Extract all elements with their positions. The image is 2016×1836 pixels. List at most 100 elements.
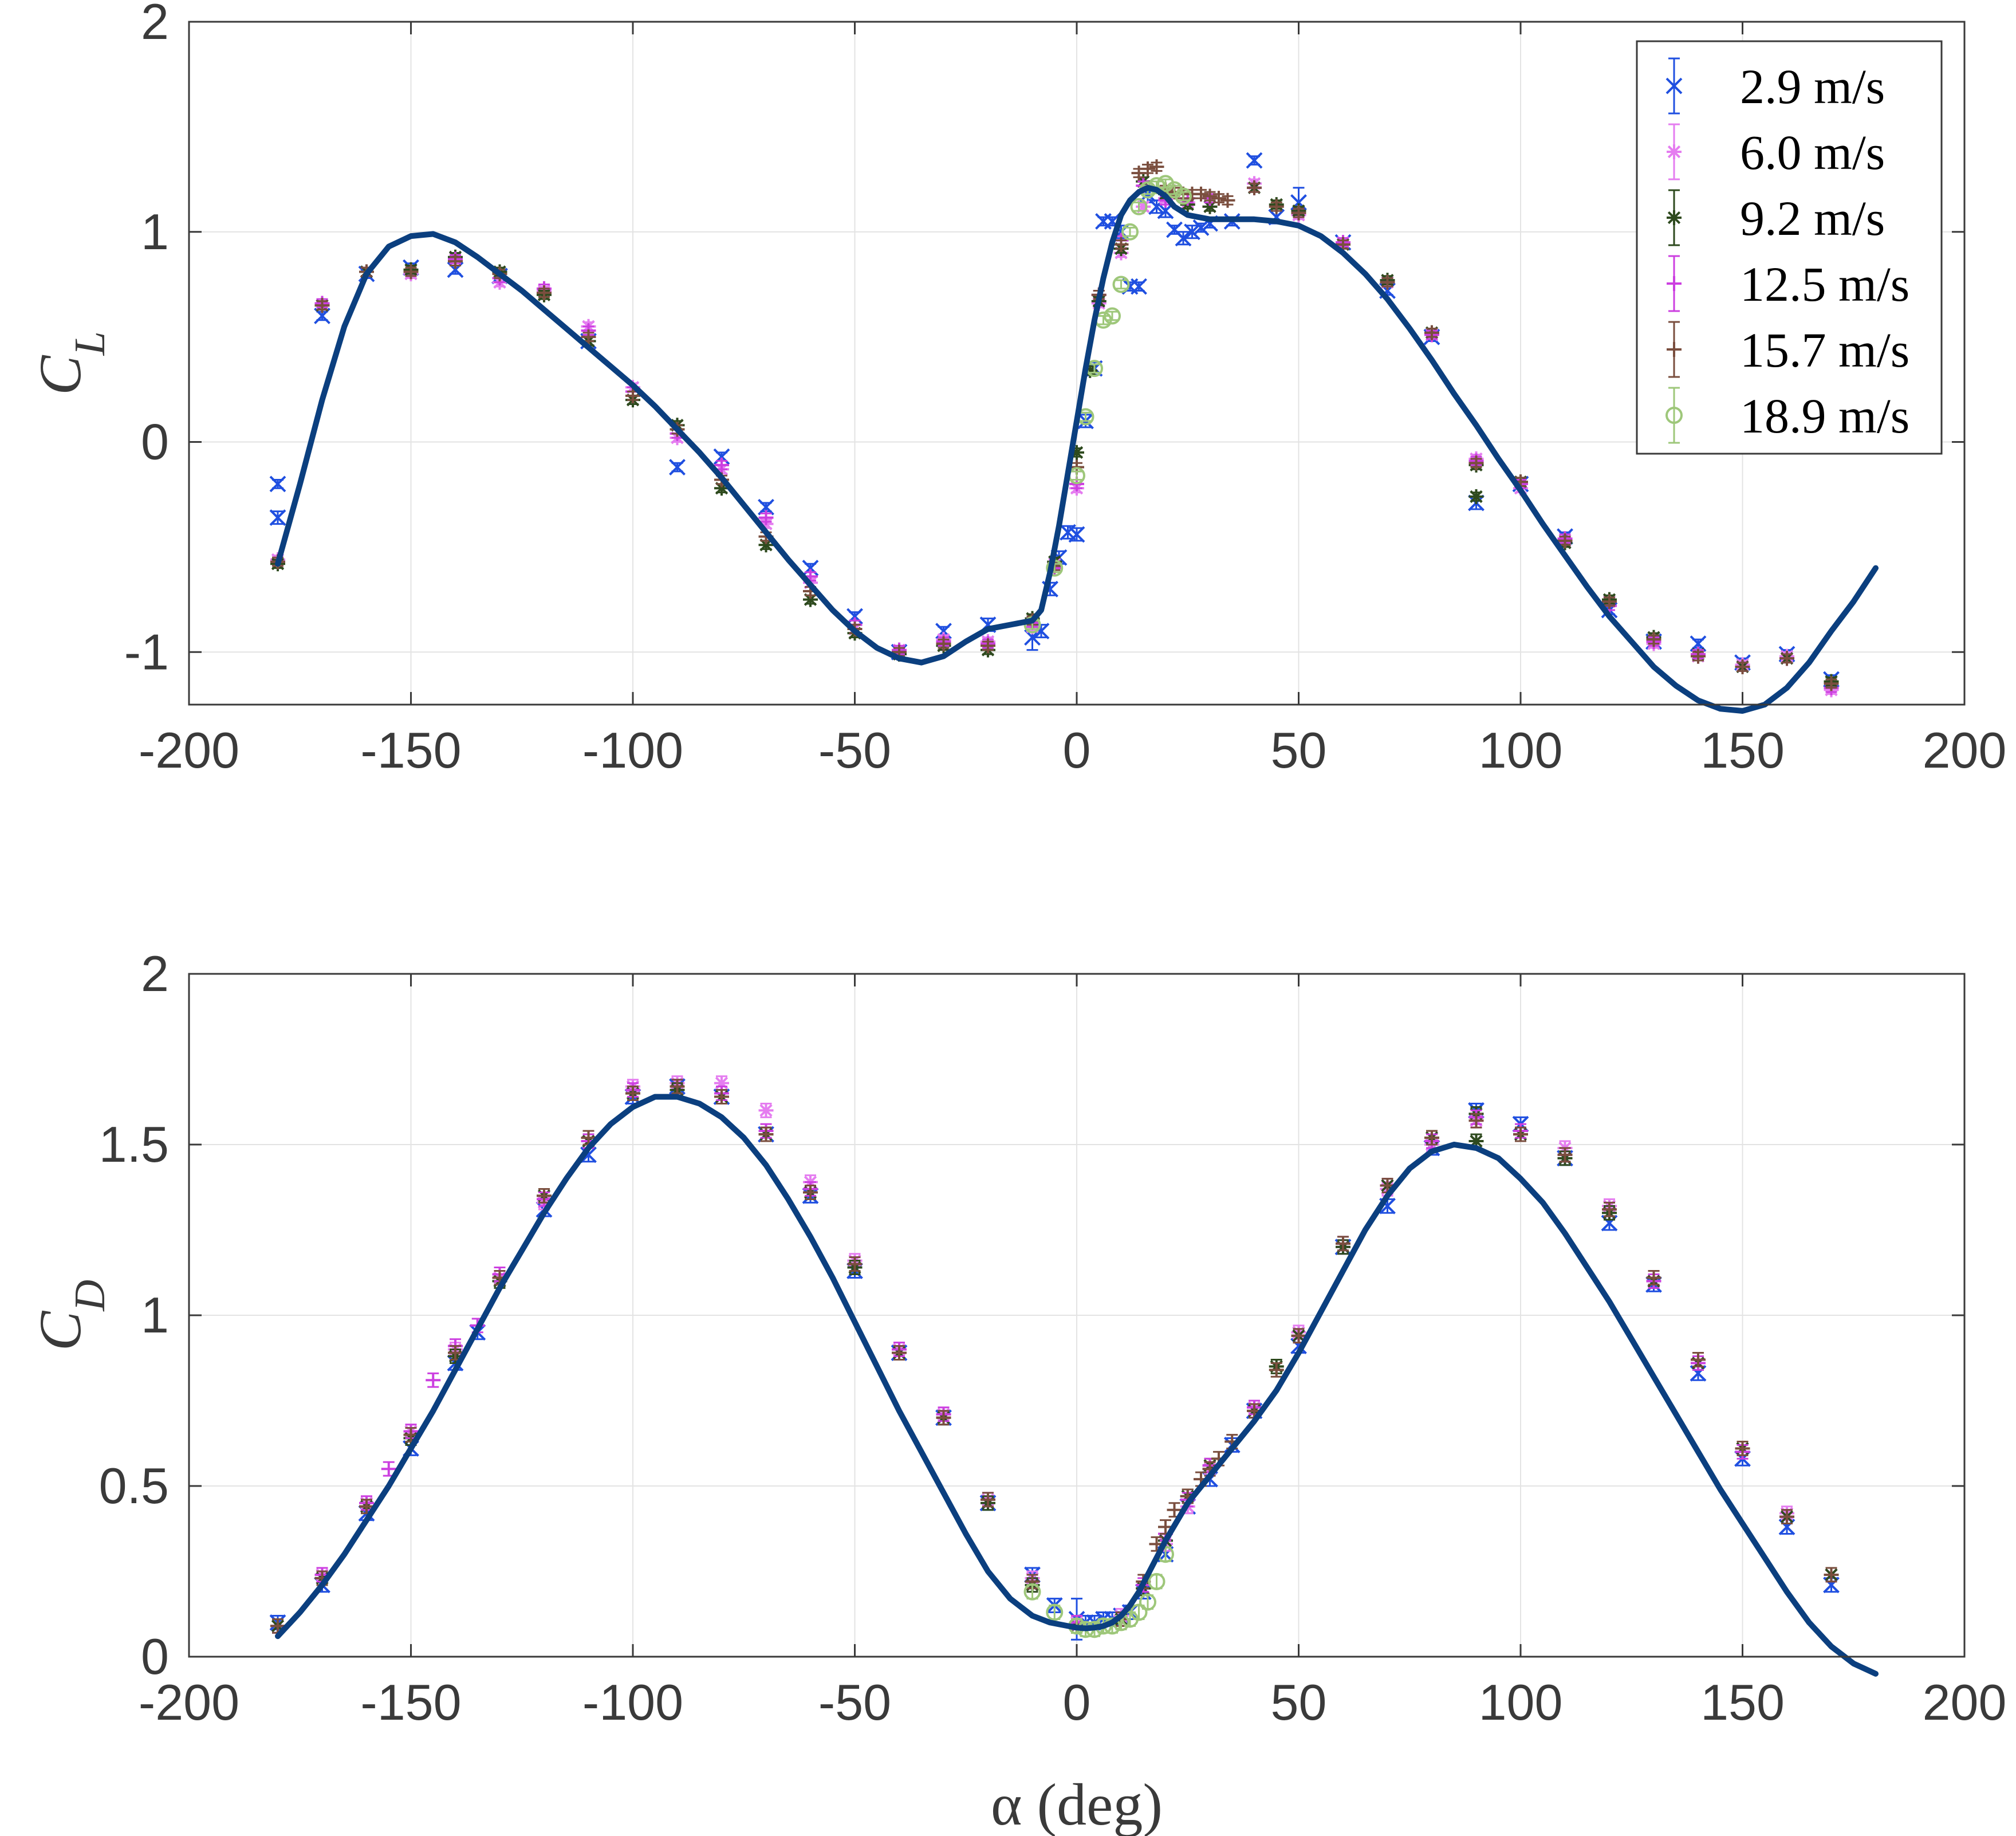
- x-tick-label: 0: [1063, 1674, 1091, 1731]
- data-point: [1139, 1593, 1156, 1611]
- x-tick-label: 50: [1271, 1674, 1327, 1731]
- x-tick-label: -50: [818, 1674, 891, 1731]
- y-tick-label: -1: [124, 623, 169, 680]
- data-point: [1424, 1130, 1439, 1146]
- data-point: [1023, 1583, 1041, 1601]
- y-tick-label: 1: [141, 203, 169, 260]
- data-point: [381, 1461, 396, 1477]
- data-point: [936, 636, 951, 651]
- legend-error-bar: [1668, 387, 1680, 444]
- data-point: [1175, 187, 1192, 205]
- data-point: [1779, 651, 1794, 666]
- fit-curve: [275, 184, 1879, 714]
- data-point: [1557, 1147, 1573, 1162]
- legend-marker: [1667, 276, 1682, 291]
- error-bar: [1178, 191, 1189, 202]
- x-tick-label: 200: [1923, 1674, 2007, 1731]
- data-point: [1211, 191, 1226, 206]
- data-point: [1602, 594, 1617, 610]
- data-point: [1735, 659, 1750, 674]
- data-point: [1246, 152, 1263, 169]
- data-point: [847, 1256, 863, 1272]
- data-point: [1691, 1352, 1706, 1367]
- data-point: [448, 254, 463, 269]
- data-point: [1046, 1603, 1064, 1621]
- data-point: [1068, 526, 1085, 543]
- x-tick-label: -50: [818, 722, 891, 779]
- y-tick-label: 0: [141, 1628, 169, 1685]
- data-point: [1468, 1113, 1484, 1129]
- data-point: [580, 1146, 597, 1163]
- x-tick-label: -150: [360, 722, 461, 779]
- x-axis-label: α (deg): [991, 1772, 1163, 1836]
- legend-marker: [1667, 210, 1682, 225]
- error-bar: [1115, 279, 1127, 290]
- x-tick-label: 200: [1923, 722, 2007, 779]
- data-point: [1602, 1202, 1617, 1217]
- data-point: [581, 329, 596, 345]
- legend-marker: [1667, 144, 1682, 159]
- plot-frame: [188, 21, 1966, 706]
- data-point: [1130, 1603, 1148, 1621]
- data-point: [1646, 632, 1661, 647]
- data-point: [1113, 237, 1129, 252]
- error-bar: [1124, 226, 1136, 237]
- legend-box: [1636, 40, 1943, 455]
- legend-label: 9.2 m/s: [1740, 191, 1885, 246]
- data-point: [1121, 223, 1139, 241]
- data-point: [359, 1499, 374, 1514]
- legend-marker: [1665, 407, 1683, 424]
- data-point: [892, 1345, 907, 1361]
- y-tick-labels: -1 0 1 2: [124, 0, 169, 680]
- data-point: [269, 475, 286, 493]
- data-point: [269, 509, 286, 526]
- data-point: [537, 1188, 552, 1204]
- legend-item: 18.9 m/s: [1665, 387, 1909, 444]
- y-axis-label: CD: [27, 1280, 114, 1351]
- y-tick-label: 1: [141, 1287, 169, 1343]
- x-tick-labels: -200 -150 -100 -50 0 50 100 150 200: [139, 722, 2006, 779]
- fit-curve-group: [275, 1094, 1879, 1677]
- data-point: [1104, 307, 1121, 325]
- data-point: [758, 510, 774, 525]
- data-point: [625, 1086, 640, 1101]
- data-point: [1824, 676, 1839, 691]
- x-tick-labels: -200 -150 -100 -50 0 50 100 150 200: [139, 1674, 2006, 1731]
- data-point: [1149, 159, 1164, 175]
- data-point: [403, 264, 419, 280]
- data-point: [1220, 192, 1235, 208]
- data-point: [1513, 1127, 1528, 1142]
- legend-marker: [1665, 77, 1683, 95]
- legend-label: 18.9 m/s: [1740, 388, 1909, 443]
- data-point: [537, 285, 552, 301]
- data-point: [1824, 1567, 1839, 1582]
- y-tick-label: 1.5: [99, 1116, 169, 1173]
- legend-item: 6.0 m/s: [1667, 123, 1885, 180]
- x-tick-label: 150: [1700, 722, 1785, 779]
- data-point: [448, 1345, 463, 1361]
- error-bar: [1080, 411, 1092, 422]
- error-bar: [1107, 310, 1118, 321]
- legend-label: 12.5 m/s: [1740, 257, 1909, 312]
- legend-label: 6.0 m/s: [1740, 125, 1885, 180]
- error-bar: [1097, 314, 1109, 325]
- data-point: [1184, 223, 1200, 241]
- data-point: [1131, 278, 1147, 295]
- data-point: [426, 1373, 441, 1388]
- data-point: [1130, 198, 1148, 215]
- data-point: [581, 1130, 596, 1146]
- fit-curve: [275, 1094, 1879, 1677]
- data-point: [1140, 161, 1155, 176]
- data-point: [314, 298, 330, 313]
- data-point: [1691, 648, 1706, 664]
- y-tick-label: 2: [141, 945, 169, 1002]
- y-tick-label: 2: [141, 0, 169, 50]
- data-point: [1112, 276, 1130, 293]
- data-point: [1424, 325, 1439, 340]
- data-point: [803, 1185, 818, 1200]
- x-tick-label: -150: [360, 1674, 461, 1731]
- error-bar: [1089, 363, 1100, 374]
- y-tick-label: 0: [141, 414, 169, 470]
- data-point: [270, 1618, 285, 1634]
